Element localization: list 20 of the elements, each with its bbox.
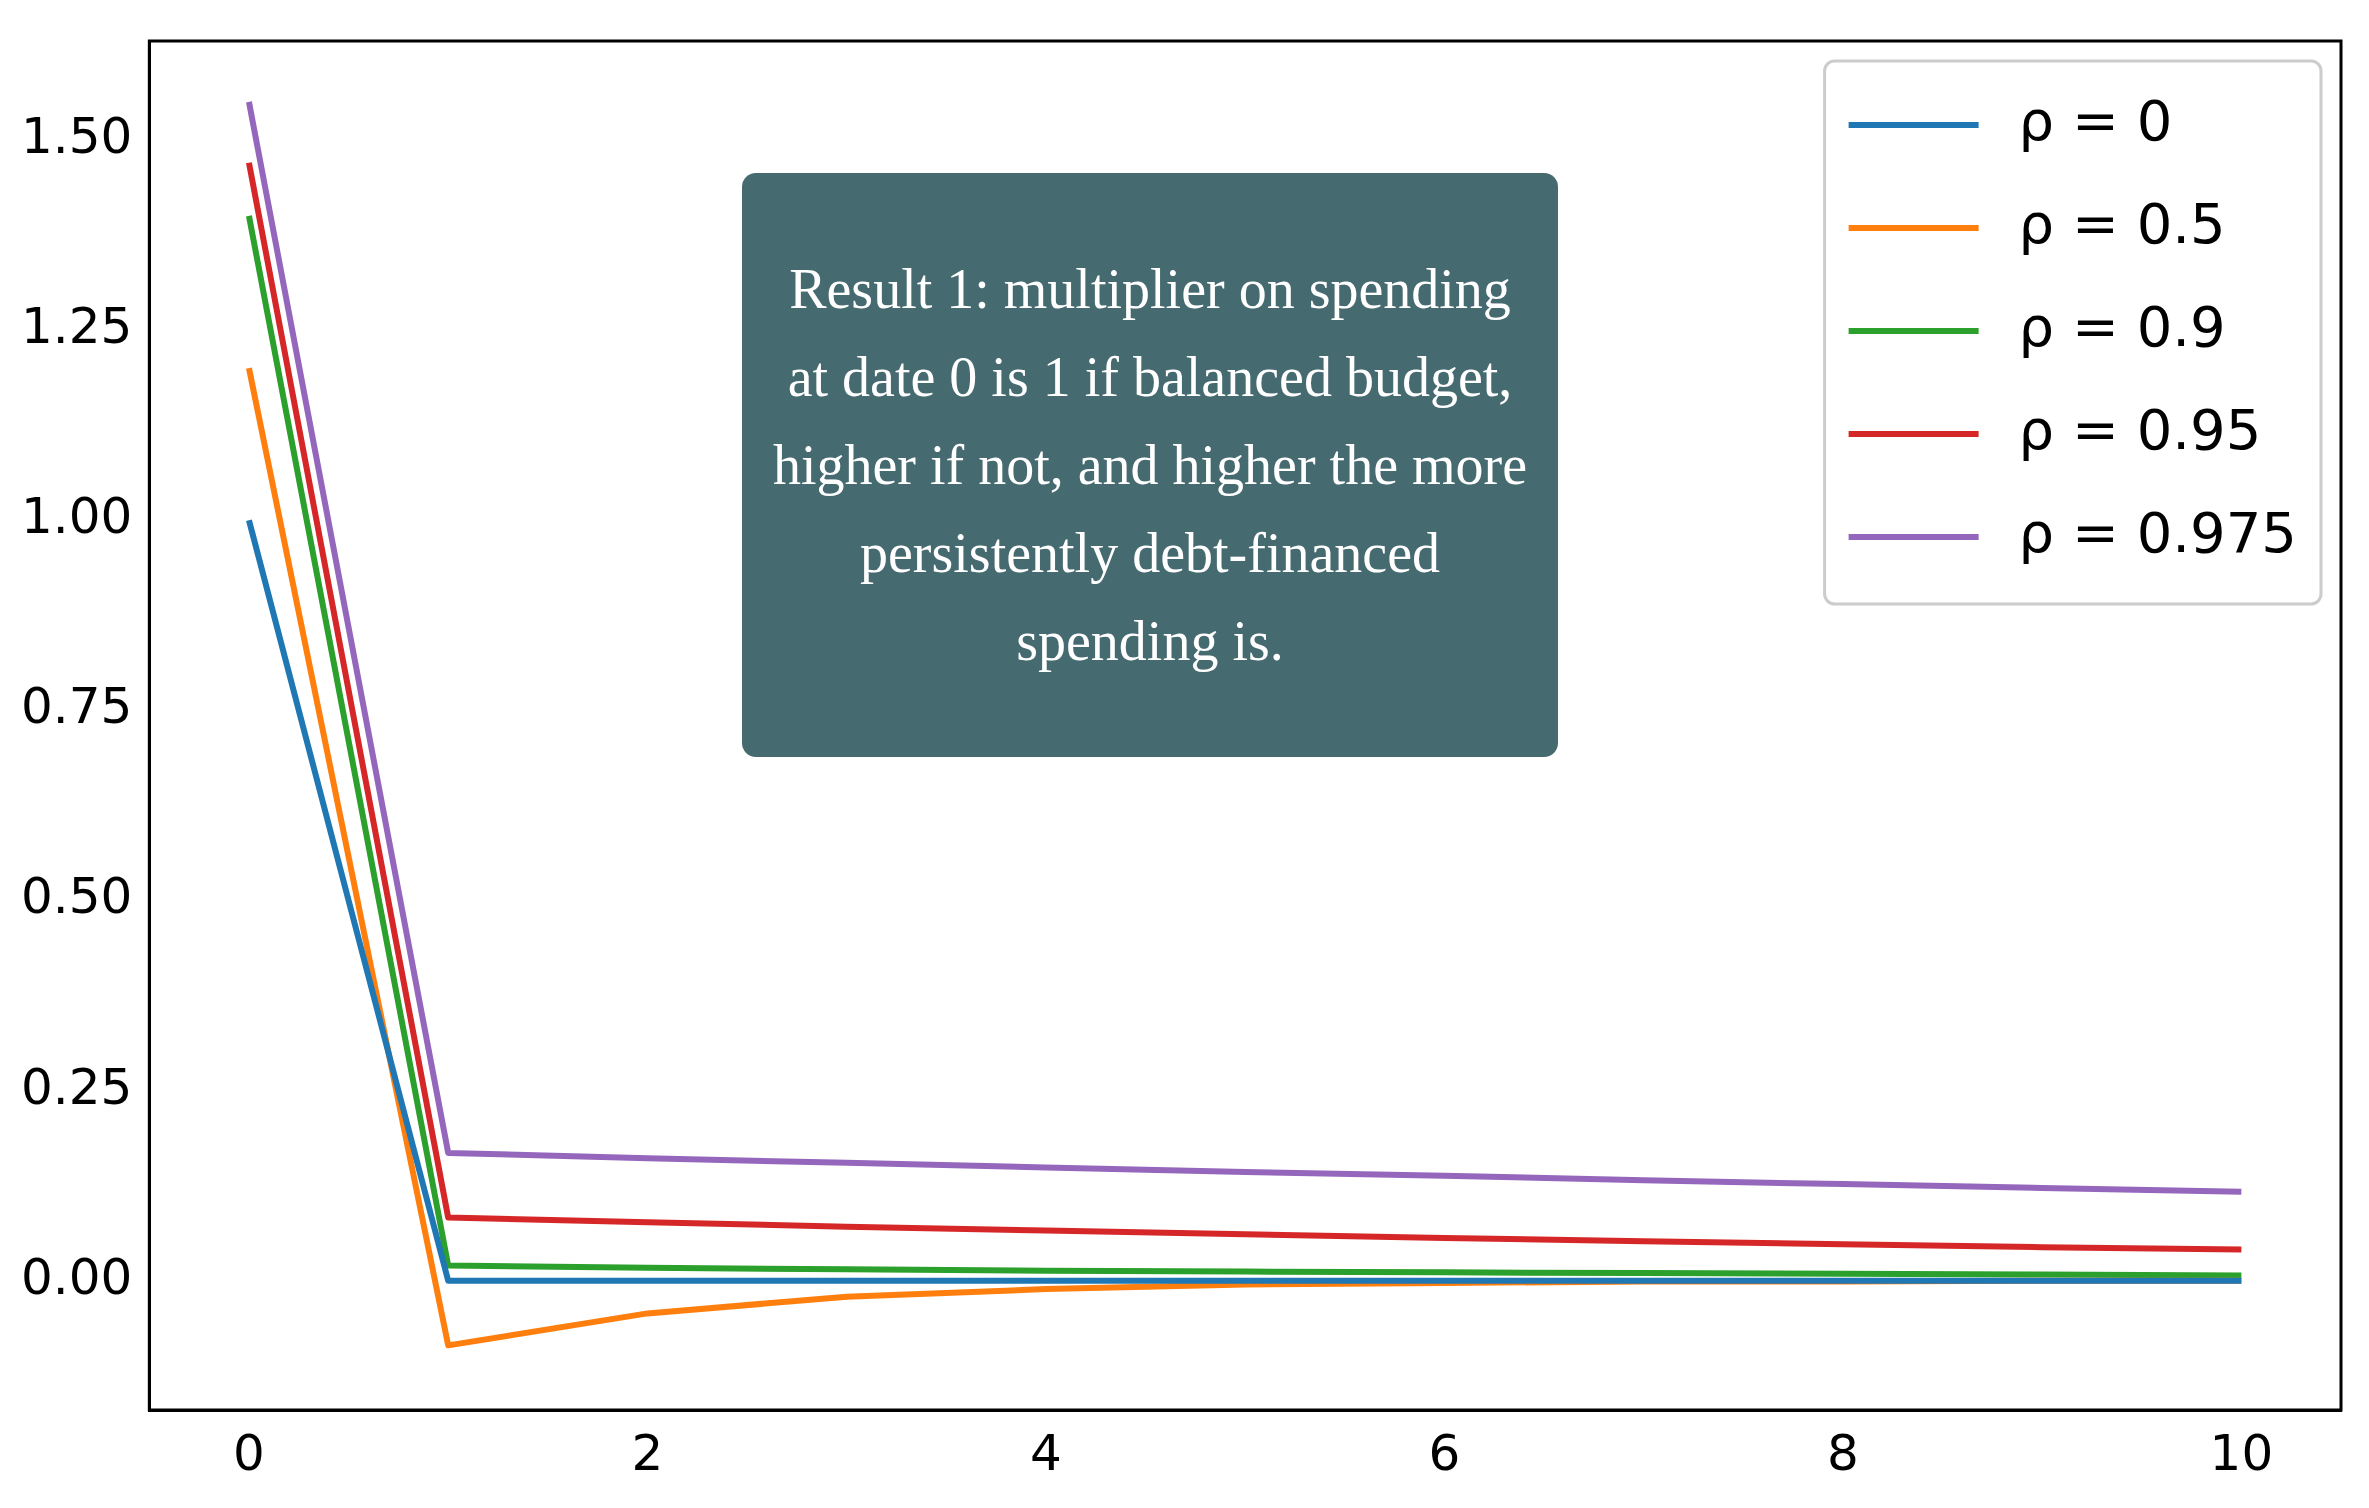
y-tick-label: 0.75 — [21, 677, 133, 736]
y-tick-label: 0.25 — [21, 1057, 133, 1116]
legend-label: ρ = 0.5 — [2018, 190, 2226, 256]
legend-label: ρ = 0.9 — [2018, 293, 2226, 359]
y-tick-label: 0.00 — [21, 1247, 133, 1306]
legend-label: ρ = 0.95 — [2018, 396, 2262, 462]
y-tick-label: 1.50 — [21, 106, 133, 165]
text-box: Result 1: multiplier on spending at date 0 is 1 if balanced budget, higher if not, and higher the more persistently debt-financed spending is. — [742, 173, 1558, 757]
y-tick-label: 0.50 — [21, 867, 133, 926]
y-tick-label: 1.00 — [21, 487, 133, 546]
x-tick-label: 4 — [1030, 1423, 1062, 1482]
legend-label: ρ = 0 — [2018, 87, 2173, 153]
x-tick-label: 10 — [2209, 1423, 2274, 1482]
x-tick-label: 6 — [1428, 1423, 1461, 1482]
y-tick-label: 1.25 — [21, 297, 133, 355]
x-tick-label: 2 — [631, 1423, 664, 1482]
x-tick-label: 8 — [1826, 1423, 1859, 1482]
x-tick-label: 0 — [233, 1423, 265, 1482]
legend-label: ρ = 0.975 — [2018, 499, 2297, 565]
annotation: Result 1: multiplier on spending at date 0 is 1 if balanced budget, higher if not, and higher the more persistently debt-financed spending is. — [771, 257, 1529, 674]
